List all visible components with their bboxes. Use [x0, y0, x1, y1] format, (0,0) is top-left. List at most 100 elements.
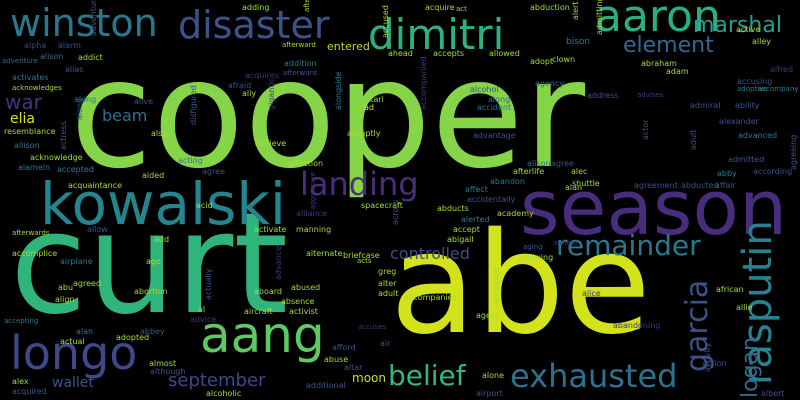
word-aboard: aboard — [254, 287, 283, 296]
word-academy: academy — [497, 209, 534, 218]
word-remainder: remainder — [556, 229, 701, 262]
word-activated: activated — [492, 267, 501, 305]
word-acts: acts — [357, 257, 372, 265]
word-actually: actually — [204, 268, 213, 300]
word-affair: affair — [715, 181, 736, 190]
word-admiral: admiral — [690, 101, 721, 110]
word-alfred: alfred — [770, 65, 794, 74]
word-alone: alone — [482, 371, 505, 380]
word-landing: landing — [300, 165, 419, 203]
word-abruptly: abruptly — [347, 129, 381, 138]
word-activity: activity — [703, 342, 712, 373]
word-advanced: advanced — [738, 131, 778, 140]
word-abuse: abuse — [324, 355, 349, 364]
word-alley: alley — [752, 37, 772, 46]
word-additional: additional — [306, 381, 346, 390]
word-alpha: alpha — [24, 41, 47, 50]
word-disaster: disaster — [178, 3, 330, 47]
word-agent: agent — [476, 311, 500, 320]
word-al: al — [198, 305, 206, 314]
word-agency: agency — [535, 79, 565, 88]
word-allowed: allowed — [489, 49, 520, 58]
word-resemblance: resemblance — [4, 127, 56, 136]
word-achieve: achieve — [255, 139, 287, 148]
word-abducts: abducts — [437, 204, 469, 213]
word-allow: allow — [87, 225, 108, 234]
word-alan: alan — [565, 183, 583, 192]
word-also: also — [151, 129, 168, 138]
word-alan2: alan — [76, 327, 94, 336]
word-accompanied: accompanied — [419, 56, 428, 110]
word-advantage: advantage — [473, 131, 516, 140]
word-abortion: abortion — [134, 287, 168, 296]
word-alliance: alliance — [296, 209, 327, 218]
word-almost: almost — [149, 359, 177, 368]
word-accusing: accusing — [737, 77, 773, 86]
word-afterward: afterward — [282, 41, 316, 49]
word-spacecraft: spacecraft — [361, 201, 403, 210]
word-entered: entered — [327, 40, 370, 53]
word-alison: alison — [40, 52, 64, 61]
word-altar: altar — [344, 363, 363, 372]
word-adult-v: adult — [689, 129, 698, 150]
word-abe: abe — [390, 203, 651, 366]
word-alcoholic: alcoholic — [206, 389, 242, 398]
word-advice: advice — [190, 315, 217, 324]
word-along2: along — [488, 95, 511, 104]
word-alter: alter — [378, 279, 397, 288]
word-along: along — [74, 95, 97, 104]
word-afterlife: afterlife — [513, 167, 545, 176]
word-adding: adding — [242, 3, 270, 12]
word-war: war — [5, 90, 42, 114]
word-accident: accident — [477, 103, 512, 112]
word-moon: moon — [352, 371, 386, 385]
word-abu: abu — [58, 283, 74, 292]
word-adventure: adventure — [2, 57, 38, 65]
word-aging: aging — [523, 243, 543, 251]
word-adoptive: adoptive — [737, 85, 768, 93]
word-adult: adult — [378, 289, 399, 298]
word-kowalski: kowalski — [40, 170, 287, 238]
word-kari: kari — [369, 95, 384, 104]
word-actor: actor — [641, 119, 650, 140]
word-bison: bison — [566, 37, 591, 47]
word-actress: actress — [59, 121, 68, 150]
word-adventure-v: adventure — [89, 0, 98, 36]
word-abduction: abduction — [530, 3, 570, 12]
word-accidentally: accidentally — [467, 195, 516, 204]
word-ability: ability — [735, 101, 760, 110]
word-accomplice: accomplice — [12, 249, 58, 258]
word-addition: addition — [284, 59, 317, 68]
word-aftermath: aftermath — [303, 0, 311, 12]
word-alex: alex — [12, 377, 29, 386]
word-acquaintance: acquaintance — [68, 181, 123, 190]
word-abducted: abducted — [681, 181, 719, 190]
word-add: add — [154, 235, 170, 244]
word-marshal: marshal — [693, 13, 782, 38]
word-affection: affection — [288, 159, 324, 168]
word-airport: airport — [476, 389, 503, 398]
word-abandoning: abandoning — [613, 321, 661, 330]
word-abigail: abigail — [447, 235, 474, 244]
word-alongside: alongside — [334, 71, 343, 110]
word-adam: adam — [666, 67, 689, 76]
word-clown: clown — [552, 55, 576, 64]
word-afterwards: afterwards — [12, 229, 50, 237]
word-adopt: adopt — [530, 57, 554, 66]
word-alternate: alternate — [306, 249, 343, 258]
word-accompany: accompany — [758, 85, 799, 93]
word-action: action — [702, 359, 727, 368]
word-acquires: acquires — [245, 71, 279, 80]
word-alice: alice — [582, 289, 601, 298]
word-shuttle: shuttle — [572, 179, 600, 188]
word-winston: winston — [10, 1, 158, 45]
word-ally: ally — [242, 89, 257, 98]
word-active: active — [736, 25, 761, 34]
word-acquired: acquired — [12, 387, 47, 396]
word-briefcase: briefcase — [343, 251, 380, 260]
word-aang: aang — [200, 306, 325, 364]
word-act: act — [456, 5, 467, 13]
word-alec: alec — [571, 167, 588, 176]
word-alison2: alison — [527, 159, 551, 168]
